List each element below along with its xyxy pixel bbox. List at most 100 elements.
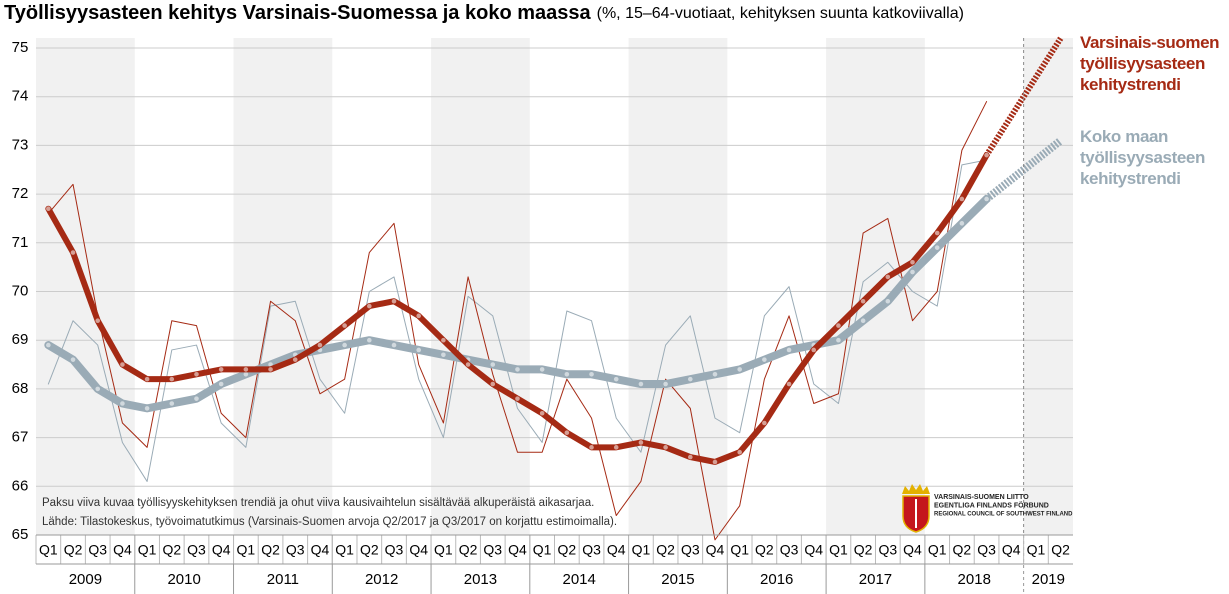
chart-title-row: Työllisyysasteen kehitys Varsinais-Suome… bbox=[4, 2, 964, 24]
trend-point bbox=[292, 357, 298, 362]
year-label: 2009 bbox=[69, 571, 102, 588]
trend-point bbox=[391, 342, 397, 348]
legend-entry: Varsinais-suomen työllisyysasteen kehity… bbox=[1080, 33, 1220, 94]
trend-point bbox=[836, 337, 841, 343]
trend-point bbox=[515, 367, 520, 372]
x-tick-label: Q3 bbox=[977, 542, 996, 558]
trend-point bbox=[959, 221, 965, 226]
trend-point bbox=[910, 269, 915, 275]
x-tick-label: Q2 bbox=[64, 542, 83, 558]
x-tick-label: Q1 bbox=[533, 542, 552, 558]
trend-point bbox=[243, 367, 249, 372]
x-tick-label: Q1 bbox=[237, 542, 256, 558]
y-tick-label: 70 bbox=[12, 282, 29, 299]
logo-crown bbox=[902, 484, 930, 494]
trend-point bbox=[70, 357, 76, 362]
y-tick-label: 65 bbox=[12, 526, 29, 543]
y-tick-label: 72 bbox=[12, 185, 29, 202]
note: Paksu viiva kuvaa työllisyyskehityksen t… bbox=[42, 497, 594, 509]
x-tick-label: Q1 bbox=[1027, 542, 1046, 558]
trend-point bbox=[737, 449, 742, 455]
logo-text: EGENTLIGA FINLANDS FÖRBUND bbox=[934, 500, 1049, 509]
x-tick-label: Q2 bbox=[953, 542, 972, 558]
y-tick-label: 69 bbox=[12, 331, 29, 348]
trend-point bbox=[860, 298, 866, 304]
y-tick-label: 68 bbox=[12, 380, 29, 397]
trend-point bbox=[564, 371, 570, 377]
trend-point bbox=[959, 196, 965, 202]
original-line bbox=[47, 101, 988, 541]
y-tick-label: 66 bbox=[12, 477, 29, 494]
x-tick-label: Q4 bbox=[903, 542, 922, 558]
trend-point bbox=[910, 259, 915, 265]
trend-point bbox=[737, 367, 742, 372]
x-tick-label: Q4 bbox=[311, 542, 330, 558]
x-tick-label: Q3 bbox=[780, 542, 799, 558]
y-tick-label: 75 bbox=[12, 39, 29, 56]
y-tick-label: 67 bbox=[12, 429, 29, 446]
trend-point bbox=[762, 357, 767, 362]
year-label: 2016 bbox=[760, 571, 793, 588]
trend-point bbox=[613, 376, 619, 382]
x-tick-label: Q3 bbox=[878, 542, 897, 558]
trend-point bbox=[268, 367, 273, 372]
year-label: 2014 bbox=[563, 571, 596, 588]
trend-point bbox=[984, 152, 989, 158]
trend-point bbox=[712, 459, 718, 465]
trend-point bbox=[46, 206, 51, 212]
trend-point bbox=[144, 376, 150, 382]
x-tick-label: Q4 bbox=[113, 542, 132, 558]
trend-point bbox=[391, 298, 397, 304]
x-tick-label: Q3 bbox=[483, 542, 502, 558]
trend-point bbox=[416, 313, 422, 319]
trend-point bbox=[885, 274, 891, 280]
trend-point bbox=[712, 371, 718, 377]
year-label: 2015 bbox=[661, 571, 694, 588]
trend-point bbox=[120, 401, 125, 406]
trend-point bbox=[194, 371, 199, 377]
x-tick-label: Q2 bbox=[558, 542, 577, 558]
trend-point bbox=[95, 318, 101, 324]
x-tick-label: Q1 bbox=[928, 542, 947, 558]
trend-point bbox=[934, 230, 940, 236]
year-label: 2018 bbox=[958, 571, 991, 588]
x-tick-label: Q3 bbox=[582, 542, 601, 558]
trend-projection bbox=[984, 137, 1064, 203]
trend-point bbox=[589, 445, 594, 450]
trend-point bbox=[465, 362, 471, 367]
trend-point bbox=[663, 381, 668, 387]
x-tick-label: Q1 bbox=[829, 542, 848, 558]
x-tick-label: Q2 bbox=[162, 542, 181, 558]
trend-point bbox=[934, 245, 940, 250]
x-tick-label: Q4 bbox=[1002, 542, 1021, 558]
x-tick-label: Q1 bbox=[730, 542, 749, 558]
trend-point bbox=[515, 396, 520, 401]
x-tick-label: Q4 bbox=[804, 542, 823, 558]
y-tick-label: 71 bbox=[12, 234, 29, 251]
x-tick-label: Q2 bbox=[261, 542, 280, 558]
x-tick-label: Q2 bbox=[656, 542, 675, 558]
y-tick-label: 74 bbox=[12, 88, 29, 105]
x-tick-label: Q4 bbox=[706, 542, 725, 558]
x-tick-label: Q3 bbox=[286, 542, 305, 558]
trend-point bbox=[836, 323, 841, 328]
x-tick-label: Q1 bbox=[335, 542, 354, 558]
trend-point bbox=[860, 318, 866, 324]
trend-point bbox=[687, 454, 693, 460]
year-band bbox=[233, 38, 333, 535]
logo-text: REGIONAL COUNCIL OF SOUTHWEST FINLAND bbox=[934, 512, 1073, 518]
trend-point bbox=[786, 381, 792, 387]
x-tick-label: Q2 bbox=[1051, 542, 1070, 558]
year-label: 2013 bbox=[464, 571, 497, 588]
trend-point bbox=[144, 406, 150, 411]
year-label: 2010 bbox=[167, 571, 200, 588]
trend-point bbox=[539, 367, 545, 372]
trend-point bbox=[416, 347, 422, 353]
trend-point bbox=[169, 401, 175, 406]
trend-point bbox=[120, 362, 125, 367]
trend-point bbox=[687, 376, 693, 382]
year-label: 2019 bbox=[1032, 571, 1065, 588]
x-tick-label: Q4 bbox=[409, 542, 428, 558]
trend-point bbox=[638, 440, 644, 445]
